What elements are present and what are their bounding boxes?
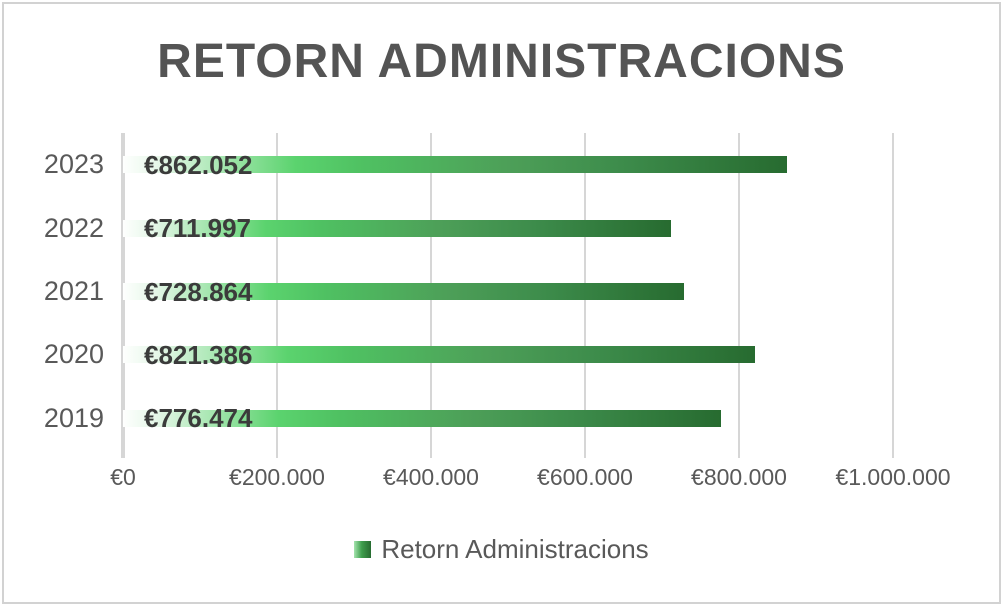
y-axis-label-2023: 2023 <box>43 149 104 179</box>
bar-2020 <box>123 346 755 363</box>
bar-value-label-2021: €728.864 <box>144 277 253 307</box>
legend: Retorn Administracions <box>0 534 1003 565</box>
x-axis-tick-label: €200.000 <box>229 464 325 490</box>
gridline <box>892 133 894 458</box>
legend-label: Retorn Administracions <box>381 534 649 564</box>
x-axis-tick-label: €600.000 <box>537 464 633 490</box>
x-axis-tick-label: €0 <box>110 464 136 490</box>
x-axis: €0 €200.000 €400.000 €600.000 €800.000 €1.000… <box>0 464 1003 494</box>
y-axis-label-2019: 2019 <box>43 403 104 433</box>
x-axis-tick-label: €800.000 <box>691 464 787 490</box>
bar-2023 <box>123 156 787 173</box>
x-axis-tick-label: €400.000 <box>383 464 479 490</box>
bar-value-label-2023: €862.052 <box>144 150 253 180</box>
bar-2022 <box>123 220 671 237</box>
plot-area: €862.052 €711.997 €728.864 €821.386 €776.474 <box>121 133 907 458</box>
bar-2021 <box>123 283 684 300</box>
chart-title: RETORN ADMINISTRACIONS <box>157 35 846 88</box>
y-axis-label-2022: 2022 <box>43 213 104 243</box>
gridline <box>738 133 740 458</box>
bar-value-label-2019: €776.474 <box>144 403 253 433</box>
y-axis-label-2021: 2021 <box>43 276 104 306</box>
bar-value-label-2022: €711.997 <box>144 213 252 243</box>
x-axis-tick-label: €1.000.000 <box>835 464 951 490</box>
legend-swatch-icon <box>354 541 372 558</box>
y-axis-label-2020: 2020 <box>43 339 104 369</box>
bar-2019 <box>123 410 721 427</box>
bar-value-label-2020: €821.386 <box>144 340 253 370</box>
y-axis: 2023 2022 2021 2020 2019 <box>0 133 104 450</box>
